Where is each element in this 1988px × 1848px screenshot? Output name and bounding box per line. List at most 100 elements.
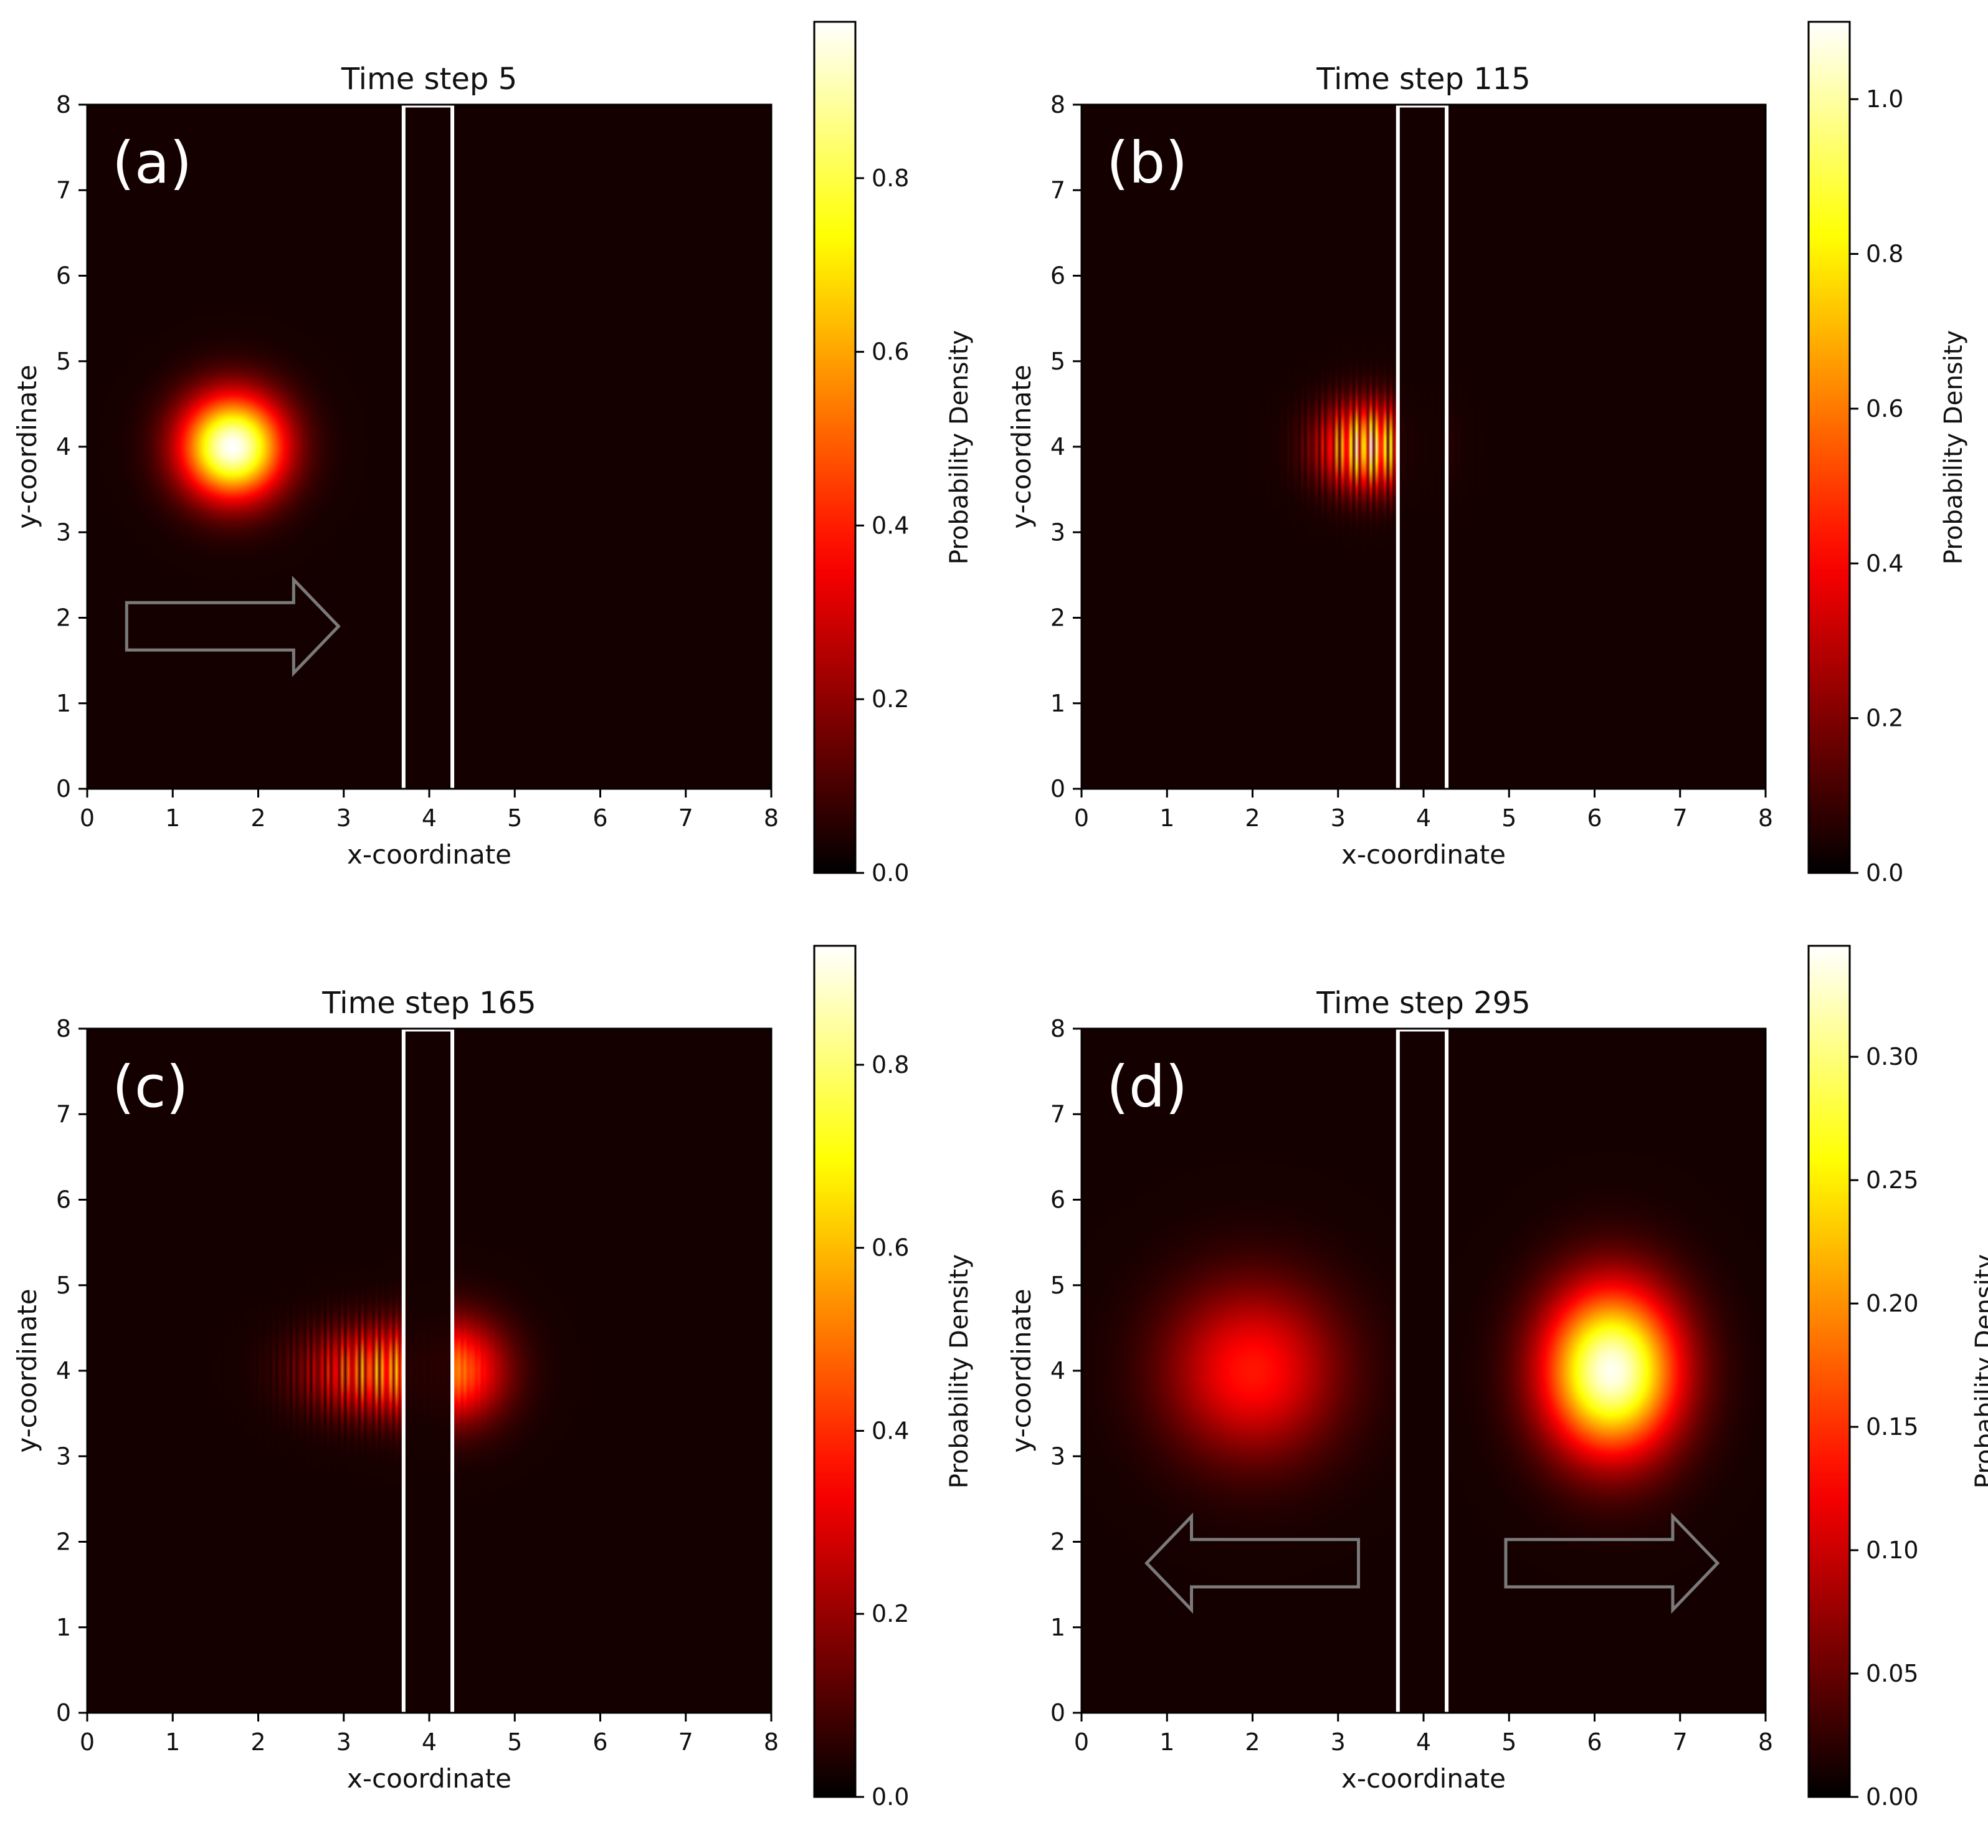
y-tick-label: 2 bbox=[56, 604, 71, 632]
colorbar-tick-label: 0.20 bbox=[1866, 1290, 1919, 1317]
colorbar-tick-label: 0.2 bbox=[872, 1600, 909, 1627]
x-tick-label: 5 bbox=[1501, 804, 1516, 832]
colorbar-tick-label: 0.0 bbox=[872, 859, 909, 887]
x-tick-label: 4 bbox=[422, 1728, 437, 1756]
colorbar-tick-label: 0.6 bbox=[1866, 395, 1903, 422]
colorbar bbox=[1807, 945, 1851, 1798]
colorbar-label: Probability Density bbox=[945, 1254, 974, 1488]
x-tick-label: 2 bbox=[250, 804, 265, 832]
panel-label: (b) bbox=[1106, 130, 1187, 196]
x-tick-label: 3 bbox=[336, 804, 351, 832]
panel-label: (d) bbox=[1106, 1054, 1187, 1120]
colorbar-tick-label: 0.8 bbox=[1866, 241, 1903, 268]
y-tick-label: 0 bbox=[56, 1699, 71, 1727]
x-axis-label: x-coordinate bbox=[347, 839, 511, 870]
y-tick-label: 4 bbox=[56, 1357, 71, 1384]
panel-label: (c) bbox=[112, 1054, 188, 1120]
y-tick-label: 1 bbox=[56, 1614, 71, 1641]
x-axis-label: x-coordinate bbox=[347, 1763, 511, 1794]
y-tick-label: 7 bbox=[1050, 176, 1065, 204]
x-tick-label: 0 bbox=[1074, 1728, 1089, 1756]
y-tick-label: 4 bbox=[1050, 1357, 1065, 1384]
colorbar-tick-label: 0.6 bbox=[872, 338, 909, 366]
x-tick-label: 6 bbox=[592, 804, 607, 832]
x-tick-label: 3 bbox=[336, 1728, 351, 1756]
colorbar-tick-label: 0.8 bbox=[872, 164, 909, 192]
plot-title: Time step 165 bbox=[321, 986, 536, 1021]
x-tick-label: 1 bbox=[1159, 804, 1174, 832]
x-tick-label: 8 bbox=[1758, 1728, 1773, 1756]
x-tick-label: 6 bbox=[1587, 804, 1602, 832]
y-tick-label: 7 bbox=[56, 1100, 71, 1128]
colorbar-tick-label: 0.05 bbox=[1866, 1660, 1919, 1687]
arrow-right-icon bbox=[125, 576, 341, 677]
y-tick-label: 7 bbox=[1050, 1100, 1065, 1128]
y-tick-label: 2 bbox=[56, 1528, 71, 1556]
x-tick-label: 7 bbox=[1673, 1728, 1688, 1756]
y-tick-label: 3 bbox=[56, 1442, 71, 1470]
plot-title: Time step 295 bbox=[1316, 986, 1530, 1021]
x-tick-label: 3 bbox=[1331, 804, 1346, 832]
x-tick-label: 8 bbox=[1758, 804, 1773, 832]
x-tick-label: 6 bbox=[592, 1728, 607, 1756]
y-tick-label: 3 bbox=[1050, 518, 1065, 546]
heatmap-image bbox=[87, 1029, 771, 1713]
x-axis-label: x-coordinate bbox=[1341, 1763, 1506, 1794]
arrow-right-icon bbox=[1504, 1512, 1720, 1614]
colorbar-tick-label: 0.2 bbox=[1866, 705, 1903, 732]
plot-title: Time step 5 bbox=[341, 62, 517, 97]
y-tick-label: 1 bbox=[1050, 1614, 1065, 1641]
panel-label: (a) bbox=[112, 130, 192, 196]
y-tick-label: 5 bbox=[1050, 348, 1065, 375]
x-tick-label: 3 bbox=[1331, 1728, 1346, 1756]
x-tick-label: 2 bbox=[250, 1728, 265, 1756]
colorbar-label: Probability Density bbox=[945, 330, 974, 564]
y-axis-label: y-coordinate bbox=[12, 364, 42, 528]
x-axis-label: x-coordinate bbox=[1341, 839, 1506, 870]
x-tick-label: 7 bbox=[678, 804, 693, 832]
x-tick-label: 5 bbox=[507, 804, 522, 832]
plot-title: Time step 115 bbox=[1316, 62, 1530, 97]
y-tick-label: 6 bbox=[56, 1186, 71, 1214]
heatmap-image bbox=[87, 105, 771, 789]
colorbar-tick-label: 0.2 bbox=[872, 685, 909, 713]
y-tick-label: 8 bbox=[1050, 91, 1065, 118]
x-tick-label: 7 bbox=[1673, 804, 1688, 832]
y-tick-label: 8 bbox=[1050, 1015, 1065, 1042]
x-tick-label: 5 bbox=[507, 1728, 522, 1756]
y-tick-label: 8 bbox=[56, 91, 71, 118]
heatmap-image bbox=[1082, 1029, 1766, 1713]
colorbar-tick-label: 0.6 bbox=[872, 1234, 909, 1262]
x-tick-label: 7 bbox=[678, 1728, 693, 1756]
y-tick-label: 1 bbox=[56, 690, 71, 717]
colorbar-label: Probability Density bbox=[1939, 330, 1968, 564]
x-tick-label: 8 bbox=[764, 804, 779, 832]
heatmap-image bbox=[1082, 105, 1766, 789]
x-tick-label: 4 bbox=[1416, 1728, 1431, 1756]
y-tick-label: 2 bbox=[1050, 604, 1065, 632]
y-tick-label: 4 bbox=[1050, 433, 1065, 460]
x-tick-label: 1 bbox=[165, 804, 180, 832]
y-tick-label: 5 bbox=[1050, 1272, 1065, 1299]
colorbar-tick-label: 0.30 bbox=[1866, 1043, 1919, 1070]
colorbar-tick-label: 0.8 bbox=[872, 1051, 909, 1079]
colorbar-tick-label: 0.10 bbox=[1866, 1536, 1919, 1564]
panel-c: Time step 165 (c) 0 1 2 3 4 5 6 7 8 0 1 2 3 4 5 6 7 8 x-coor… bbox=[12, 945, 974, 1811]
y-axis-label: y-coordinate bbox=[12, 1288, 42, 1452]
x-tick-label: 4 bbox=[422, 804, 437, 832]
colorbar bbox=[1807, 21, 1851, 874]
x-tick-label: 0 bbox=[80, 804, 95, 832]
colorbar-tick-label: 0.15 bbox=[1866, 1413, 1919, 1441]
x-tick-label: 4 bbox=[1416, 804, 1431, 832]
x-tick-label: 6 bbox=[1587, 1728, 1602, 1756]
x-tick-label: 0 bbox=[80, 1728, 95, 1756]
x-tick-label: 0 bbox=[1074, 804, 1089, 832]
colorbar-label: Probability Density bbox=[1971, 1254, 1988, 1488]
y-tick-label: 7 bbox=[56, 176, 71, 204]
colorbar-tick-label: 0.0 bbox=[872, 1783, 909, 1811]
y-tick-label: 1 bbox=[1050, 690, 1065, 717]
colorbar-tick-label: 0.0 bbox=[1866, 859, 1903, 887]
colorbar bbox=[813, 945, 857, 1798]
arrow-left-icon bbox=[1144, 1512, 1360, 1614]
